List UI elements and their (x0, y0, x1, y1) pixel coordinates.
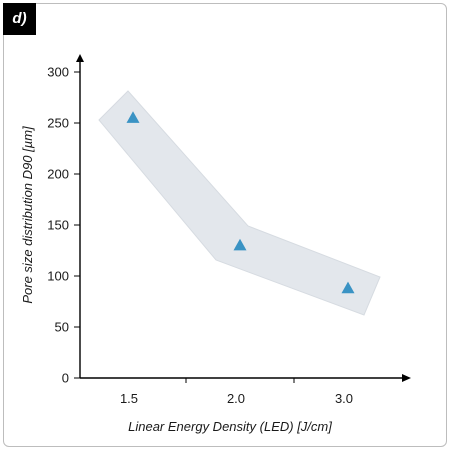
data-point-triangle (126, 111, 140, 123)
trend-band (98, 90, 381, 316)
y-tick-label: 250 (47, 116, 69, 131)
figure-frame (3, 3, 447, 447)
data-point-triangle (233, 238, 247, 251)
x-tick-label: 1.5 (120, 391, 138, 406)
y-tick-label: 0 (62, 371, 69, 386)
y-axis-arrow (76, 54, 84, 62)
y-tick-label: 100 (47, 269, 69, 284)
y-tick-label: 300 (47, 65, 69, 80)
y-tick-label: 150 (47, 218, 69, 233)
panel-label: d) (3, 3, 36, 35)
x-tick-label: 3.0 (335, 391, 353, 406)
y-tick-label: 50 (55, 320, 69, 335)
x-tick-label: 2.0 (227, 391, 245, 406)
y-tick-label: 200 (47, 167, 69, 182)
data-point-triangle (341, 281, 355, 294)
x-axis-arrow (402, 374, 411, 382)
x-axis-title: Linear Energy Density (LED) [J/cm] (128, 419, 332, 434)
y-axis-title: Pore size distribution D90 [µm] (20, 126, 35, 304)
